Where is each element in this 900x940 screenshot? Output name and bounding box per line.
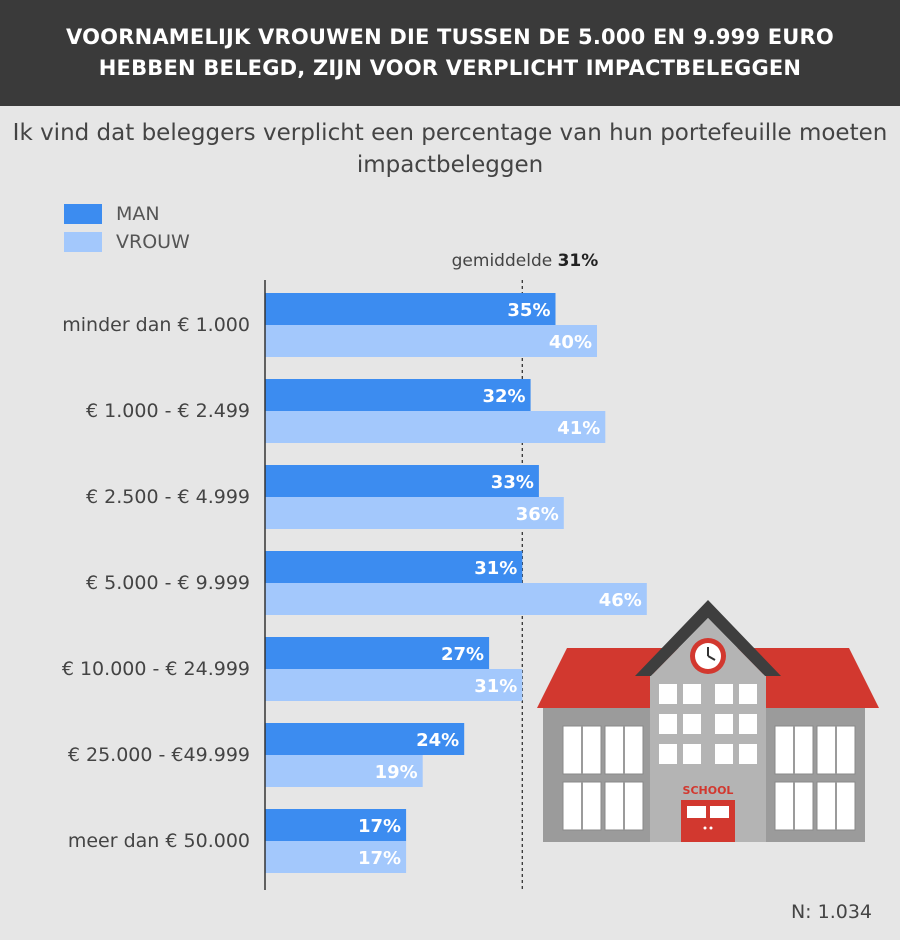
bar-value-label: 17% [358, 816, 401, 837]
legend-swatch-man [64, 204, 102, 224]
bar-value-label: 46% [599, 590, 642, 611]
legend-label-vrouw: VROUW [116, 231, 190, 253]
chart-subtitle: Ik vind dat beleggers verplicht een perc… [12, 120, 888, 178]
page-title: VOORNAMELIJK VROUWEN DIE TUSSEN DE 5.000… [66, 25, 834, 80]
bar-vrouw [265, 841, 407, 873]
bar-value-label: 19% [375, 762, 418, 783]
bar-value-label: 17% [358, 848, 401, 869]
bar-vrouw [265, 497, 564, 529]
bar-man [265, 723, 465, 755]
bar-man [265, 637, 490, 669]
header-banner: VOORNAMELIJK VROUWEN DIE TUSSEN DE 5.000… [0, 0, 900, 106]
average-label: gemiddelde 31% [452, 251, 599, 271]
bar-vrouw [265, 583, 647, 615]
category-label: meer dan € 50.000 [68, 830, 250, 852]
sample-size: N: 1.034 [790, 901, 872, 923]
bar-value-label: 24% [416, 730, 459, 751]
bar-man [265, 465, 539, 497]
bar-value-label: 31% [474, 558, 517, 579]
bar-vrouw [265, 325, 597, 357]
bar-value-label: 41% [557, 418, 600, 439]
bar-value-label: 40% [549, 332, 592, 353]
bar-vrouw [265, 411, 606, 443]
bar-man [265, 809, 407, 841]
category-label: € 1.000 - € 2.499 [86, 400, 250, 422]
bar-value-label: 32% [483, 386, 526, 407]
category-label: minder dan € 1.000 [62, 314, 250, 336]
bar-value-label: 31% [474, 676, 517, 697]
bar-man [265, 379, 531, 411]
legend-item-man: MAN [64, 200, 190, 228]
bar-man [265, 551, 523, 583]
category-label: € 2.500 - € 4.999 [86, 486, 250, 508]
legend-item-vrouw: VROUW [64, 228, 190, 256]
bar-vrouw [265, 755, 423, 787]
bar-value-label: 33% [491, 472, 534, 493]
school-building-icon: SCHOOL [537, 600, 879, 842]
bar-value-label: 35% [507, 300, 550, 321]
bar-man [265, 293, 556, 325]
legend-swatch-vrouw [64, 232, 102, 252]
category-label: € 10.000 - € 24.999 [62, 658, 250, 680]
legend-label-man: MAN [116, 203, 160, 225]
legend: MAN VROUW [64, 200, 190, 256]
svg-text:SCHOOL: SCHOOL [683, 784, 734, 797]
bar-value-label: 36% [516, 504, 559, 525]
category-label: € 5.000 - € 9.999 [86, 572, 250, 594]
bar-value-label: 27% [441, 644, 484, 665]
category-label: € 25.000 - €49.999 [68, 744, 250, 766]
bar-vrouw [265, 669, 523, 701]
